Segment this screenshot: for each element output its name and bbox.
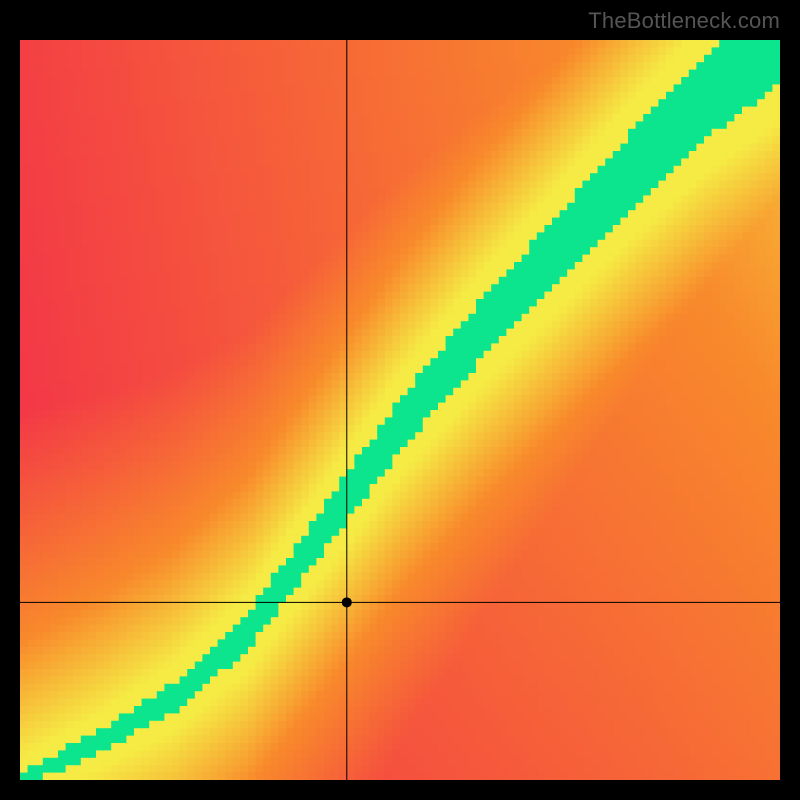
watermark-text: TheBottleneck.com bbox=[588, 8, 780, 34]
bottleneck-heatmap bbox=[20, 40, 780, 780]
